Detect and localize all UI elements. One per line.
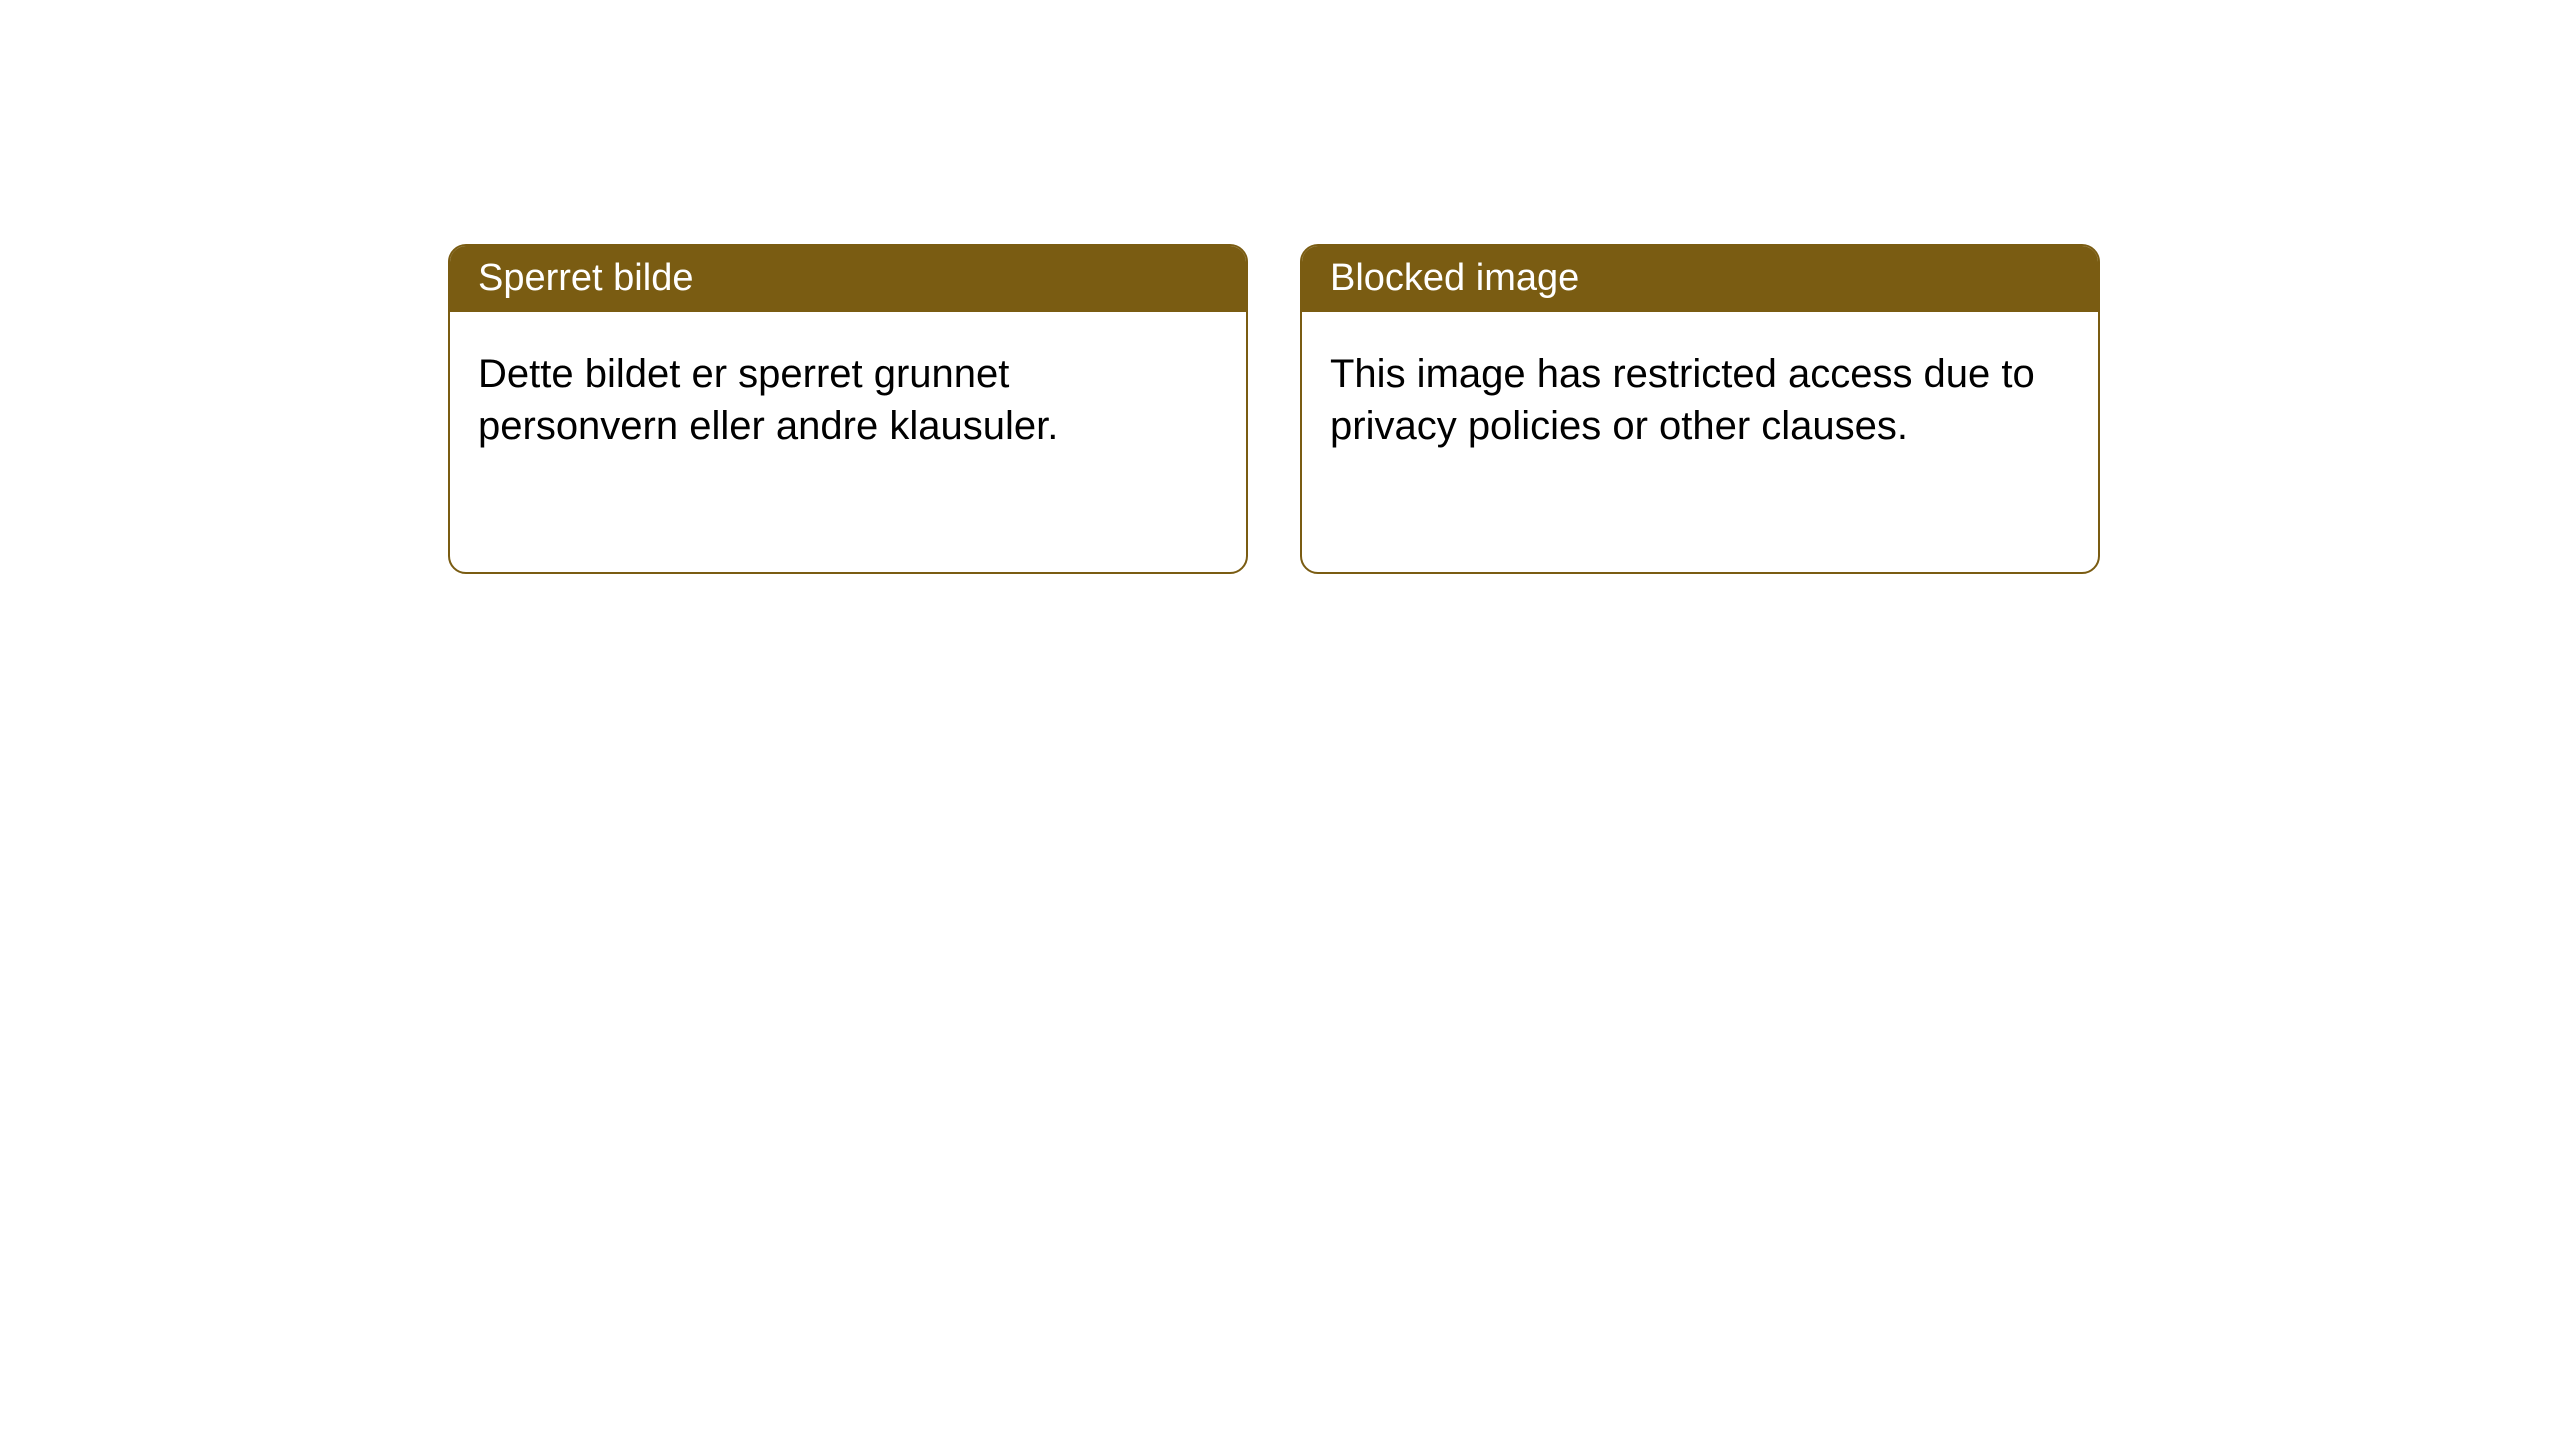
- notice-box-no: Sperret bilde Dette bildet er sperret gr…: [448, 244, 1248, 574]
- notice-title-en: Blocked image: [1302, 246, 2098, 312]
- notice-box-en: Blocked image This image has restricted …: [1300, 244, 2100, 574]
- notice-body-en: This image has restricted access due to …: [1302, 312, 2098, 480]
- notice-container: Sperret bilde Dette bildet er sperret gr…: [448, 244, 2100, 574]
- notice-body-no: Dette bildet er sperret grunnet personve…: [450, 312, 1246, 480]
- notice-title-no: Sperret bilde: [450, 246, 1246, 312]
